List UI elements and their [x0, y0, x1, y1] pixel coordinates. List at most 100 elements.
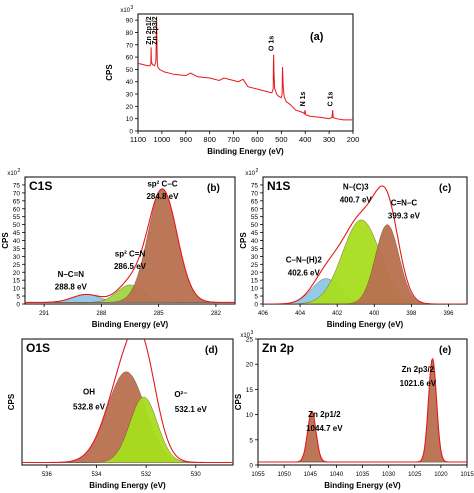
element-label: C1S [29, 179, 52, 193]
x-tick-label: 1000 [154, 135, 171, 144]
peak-annotation: sp² C–C [147, 180, 177, 189]
envelope-line [258, 357, 467, 463]
x-tick-label: 404 [295, 311, 306, 317]
y-tick-label: 0 [254, 302, 258, 309]
x-tick-label: 600 [251, 135, 264, 144]
peak-annotation: 1044.7 eV [306, 424, 343, 433]
y-tick-label: 65 [13, 198, 21, 205]
panel-b: 291 288 285 282 0510152025303540455055606570… [1, 168, 236, 329]
y-tick-label: 50 [13, 222, 21, 229]
peak-annotation: C 1s [328, 91, 335, 106]
x-tick-label: 396 [443, 311, 454, 317]
plot-data [25, 188, 235, 303]
y-tick-label: 10 [126, 116, 134, 123]
plot-data [263, 185, 467, 304]
y-tick-label: 70 [126, 42, 134, 49]
x-tick-label: 532 [141, 472, 152, 478]
y-axis-title: CPS [105, 64, 114, 81]
panel-label: (b) [207, 183, 220, 194]
x-axis-title: Binding Energy (eV) [327, 320, 404, 329]
peak-annotation: 288.8 eV [55, 283, 88, 292]
y-tick-label: 15 [246, 387, 254, 394]
y-tick-label: 70 [251, 190, 259, 197]
x-axis-title: Binding Energy (eV) [92, 320, 169, 329]
x-tick-label: 1050 [277, 472, 291, 478]
y-axis-title: CPS [239, 232, 248, 249]
y-tick-label: 90 [126, 18, 134, 25]
x-tick-label: 300 [323, 135, 336, 144]
y-tick-label: 80 [126, 30, 134, 37]
x-tick-label: 530 [191, 472, 202, 478]
y-tick-label: 30 [126, 92, 134, 99]
survey-line [138, 17, 353, 121]
peak-annotation: Zn 2p3/2 [152, 16, 159, 45]
y-tick-label: 25 [251, 262, 259, 269]
x-tick-label: 534 [91, 472, 102, 478]
panel-label: (c) [439, 183, 451, 194]
panel-a: 1100 1000 900 800 700 600 500 400 300 200 0 10 20 30 4… [105, 5, 359, 156]
y-tick-label: 20 [13, 270, 21, 277]
peak-annotation: Zn 2p3/2 [402, 365, 435, 374]
y-multiplier-exponent: 3 [131, 5, 134, 11]
peak-annotation: 402.6 eV [288, 268, 321, 277]
y-tick-label: 20 [251, 270, 259, 277]
y-tick-label: 75 [251, 182, 259, 189]
fit-peak-1 [258, 358, 467, 463]
y-tick-label: 35 [13, 246, 21, 253]
panel-c: 406 404 402 400 398 396 0510152025303540455055… [239, 168, 468, 329]
y-axis-title: CPS [234, 393, 243, 410]
panel-label: (a) [310, 31, 324, 43]
y-tick-label: 10 [251, 286, 259, 293]
peak-annotation: N–C=N [58, 270, 85, 279]
x-tick-label: 1020 [434, 472, 448, 478]
y-tick-label: 20 [126, 104, 134, 111]
y-tick-label: 40 [126, 79, 134, 86]
y-tick-label: 20 [246, 362, 254, 369]
x-tick-label: 800 [203, 135, 216, 144]
y-multiplier: x10 [7, 171, 17, 177]
y-tick-label: 30 [251, 254, 259, 261]
peak-annotation: 532.1 eV [175, 405, 208, 414]
plot-data [138, 17, 353, 121]
envelope-line [22, 339, 233, 464]
y-tick-label: 0 [129, 129, 133, 136]
peak-annotation: 286.5 eV [114, 262, 147, 271]
y-tick-label: 15 [251, 278, 259, 285]
peak-annotation: 284.8 eV [146, 192, 179, 201]
x-tick-label: 900 [180, 135, 193, 144]
x-tick-label: 500 [275, 135, 288, 144]
x-tick-label: 406 [258, 311, 269, 317]
y-tick-label: 5 [249, 437, 253, 444]
peak-annotation: N–(C)3 [343, 183, 369, 192]
y-axis-title: CPS [1, 232, 10, 249]
peak-annotation: 1021.6 eV [400, 379, 437, 388]
y-multiplier-exponent: 3 [251, 330, 254, 336]
panel-e: 1055 1050 1045 1040 1035 1030 1025 1020 10150510… [234, 330, 474, 490]
y-tick-label: 40 [251, 238, 259, 245]
y-tick-label: 35 [251, 246, 259, 253]
y-tick-label: 25 [13, 262, 21, 269]
plot-data [258, 357, 467, 463]
y-tick-label: 60 [126, 55, 134, 62]
envelope-line [25, 188, 235, 303]
plot-data [22, 339, 233, 464]
y-tick-label: 50 [251, 222, 259, 229]
element-label: Zn 2p [262, 341, 294, 355]
y-tick-label: 10 [246, 412, 254, 419]
x-tick-label: 1035 [356, 472, 370, 478]
peak-annotation: 532.8 eV [73, 403, 106, 412]
y-tick-label: 30 [13, 254, 21, 261]
peak-annotation: O²⁻ [174, 390, 187, 399]
y-multiplier: x10 [240, 333, 250, 339]
x-tick-label: 1055 [251, 472, 265, 478]
peak-annotation: N 1s [300, 91, 307, 106]
x-tick-label: 285 [154, 311, 165, 317]
peak-annotation: 399.3 eV [388, 211, 421, 220]
x-tick-label: 288 [96, 311, 107, 317]
peak-annotation: OH [83, 387, 95, 396]
y-tick-label: 40 [13, 238, 21, 245]
x-tick-label: 200 [347, 135, 360, 144]
x-tick-label: 1100 [130, 135, 146, 144]
x-axis-title: Binding Energy (eV) [207, 147, 284, 156]
